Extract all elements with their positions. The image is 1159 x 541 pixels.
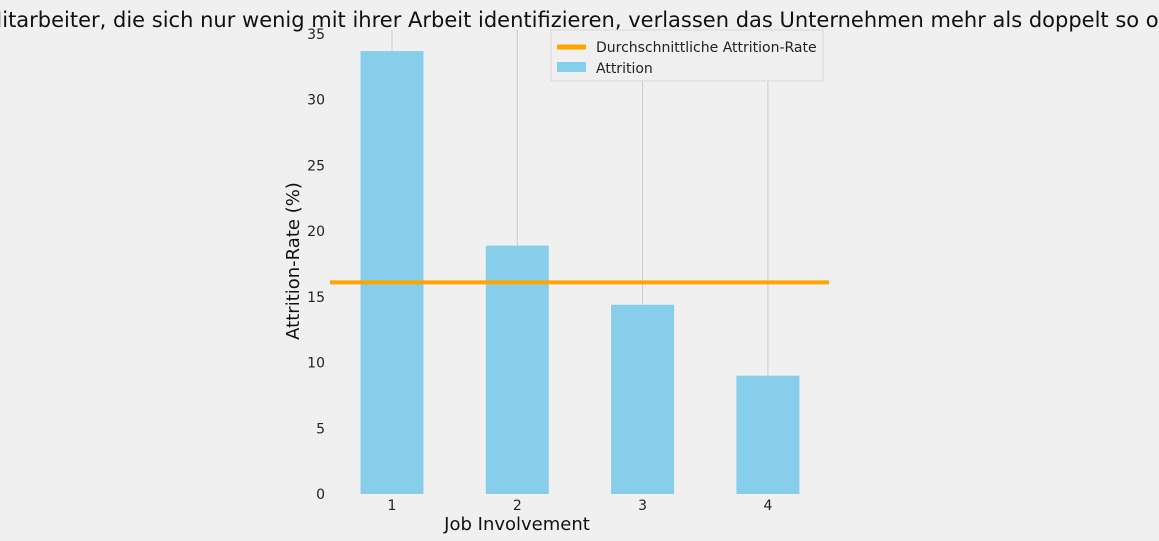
legend: Durchschnittliche Attrition-Rate Attriti… xyxy=(550,29,824,82)
y-tick-label: 30 xyxy=(307,93,325,109)
bar-4 xyxy=(736,375,800,494)
bar-1 xyxy=(360,51,424,494)
x-ticks: 1 2 3 4 xyxy=(388,498,773,514)
y-tick-label: 15 xyxy=(307,290,325,306)
chart-title: Mitarbeiter, die sich nur wenig mit ihre… xyxy=(0,8,1159,32)
x-tick-label: 4 xyxy=(763,498,772,514)
y-tick-label: 5 xyxy=(316,421,325,437)
bars xyxy=(360,51,800,494)
y-axis-label: Attrition-Rate (%) xyxy=(283,182,304,340)
legend-box xyxy=(550,29,824,82)
legend-label-attrition: Attrition xyxy=(596,61,653,77)
y-tick-label: 35 xyxy=(307,27,325,43)
y-tick-label: 20 xyxy=(307,224,325,240)
y-tick-label: 25 xyxy=(307,158,325,174)
gridlines xyxy=(391,30,769,494)
y-ticks: 0 5 10 15 20 25 30 35 xyxy=(307,27,325,503)
x-tick-label: 2 xyxy=(513,498,522,514)
x-tick-label: 3 xyxy=(638,498,647,514)
legend-swatch-attrition xyxy=(557,62,586,72)
y-tick-label: 0 xyxy=(316,487,325,503)
x-axis-label: Job Involvement xyxy=(443,514,590,535)
legend-label-reference: Durchschnittliche Attrition-Rate xyxy=(596,40,817,56)
x-tick-label: 1 xyxy=(388,498,397,514)
y-tick-label: 10 xyxy=(307,356,325,372)
bar-3 xyxy=(611,304,675,494)
bar-2 xyxy=(485,245,549,494)
